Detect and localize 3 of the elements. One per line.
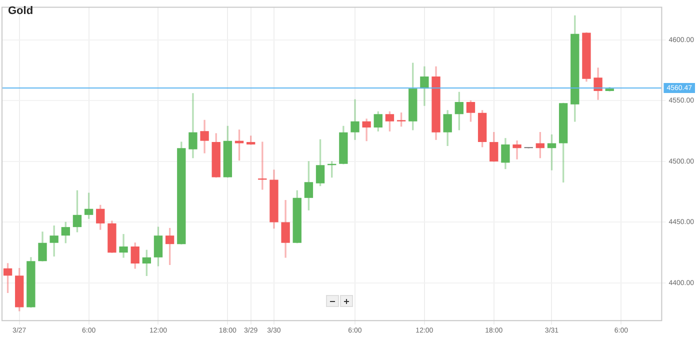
chart-title: Gold: [8, 5, 34, 17]
candlestick: [119, 234, 128, 258]
candlestick: [512, 140, 522, 160]
